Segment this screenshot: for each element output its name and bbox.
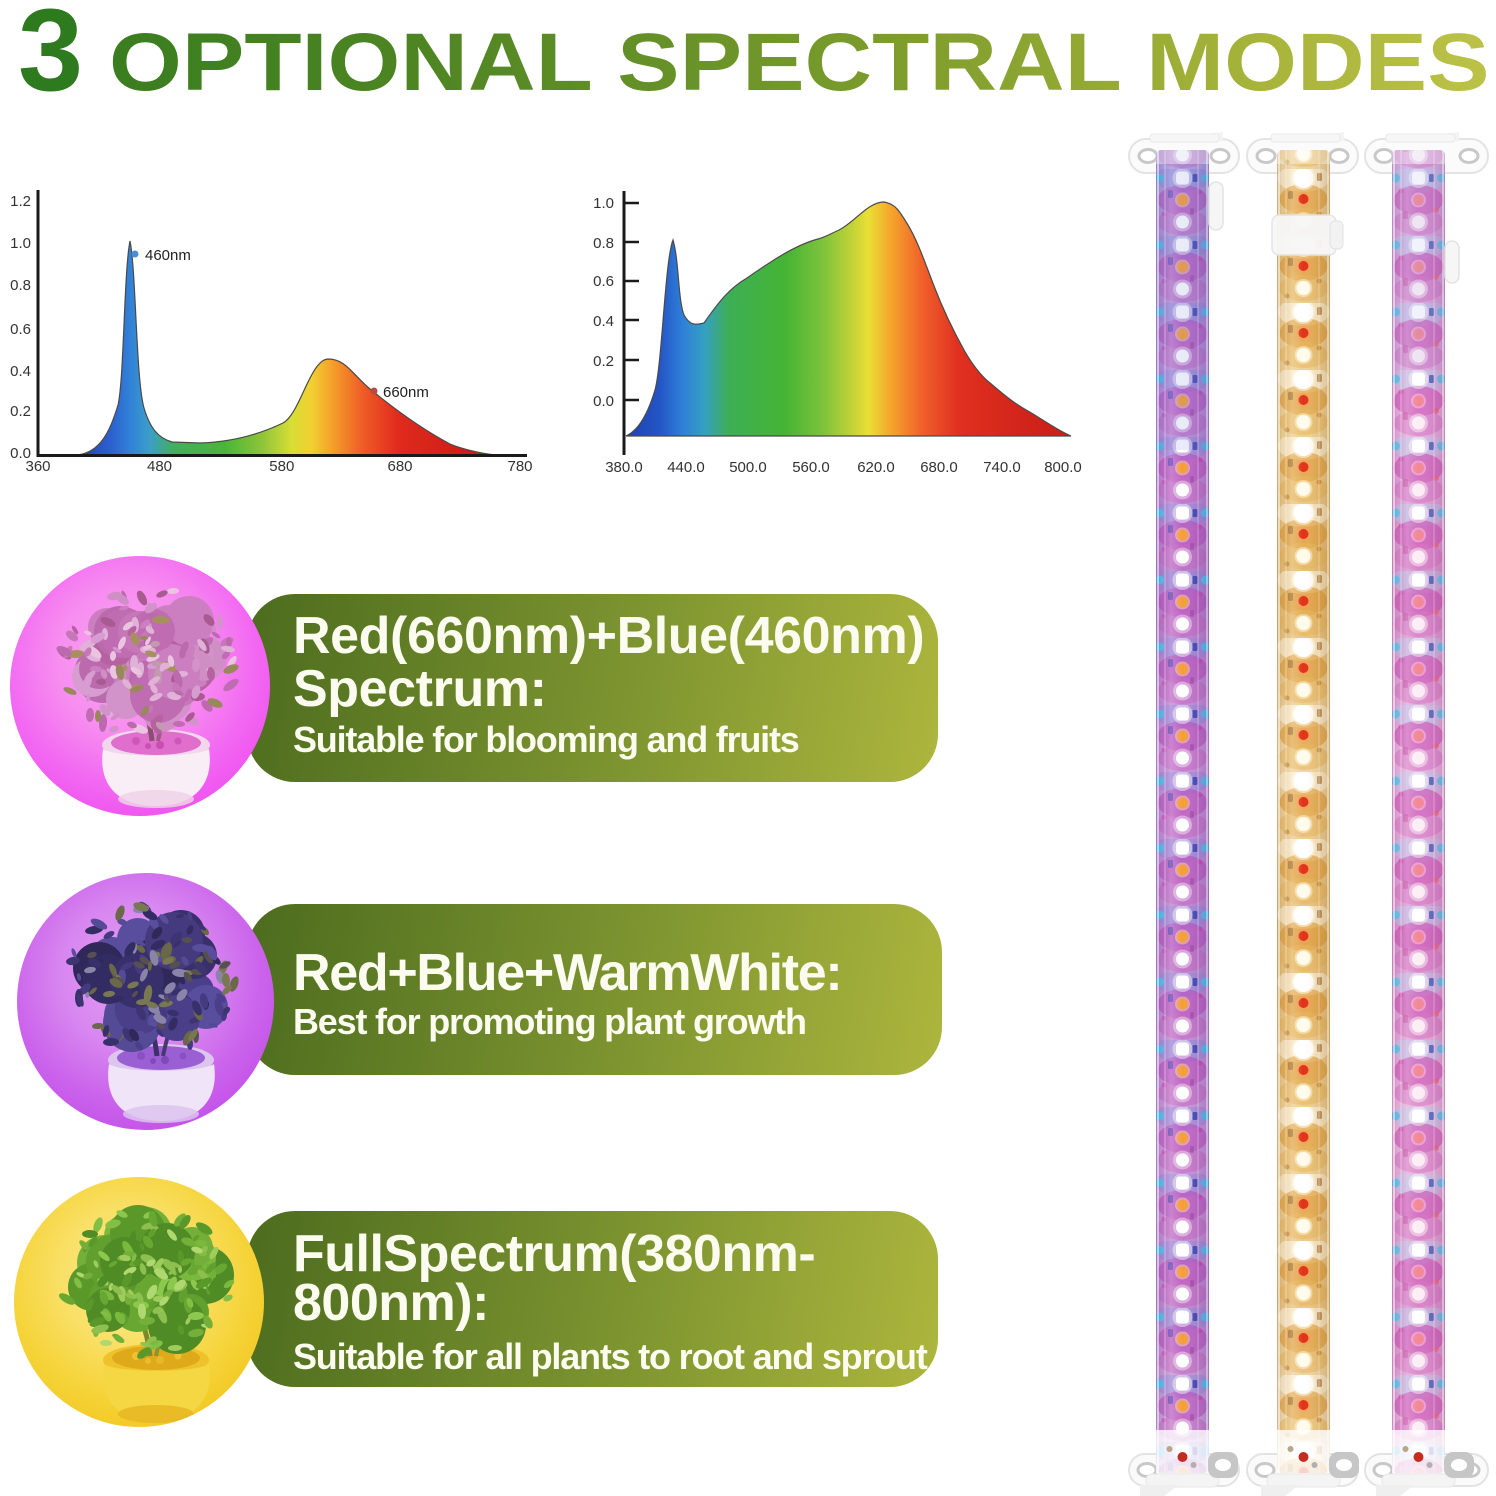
- svg-text:360: 360: [25, 458, 50, 475]
- svg-text:680: 680: [387, 458, 412, 475]
- svg-text:0.4: 0.4: [593, 313, 614, 330]
- svg-text:560.0: 560.0: [792, 459, 830, 476]
- svg-text:380.0: 380.0: [605, 459, 643, 476]
- svg-text:1.2: 1.2: [10, 193, 31, 210]
- svg-text:480: 480: [147, 458, 172, 475]
- svg-text:0.2: 0.2: [10, 403, 31, 420]
- svg-text:740.0: 740.0: [983, 459, 1021, 476]
- svg-text:0.6: 0.6: [10, 321, 31, 338]
- svg-text:1.0: 1.0: [10, 235, 31, 252]
- svg-text:0.8: 0.8: [10, 277, 31, 294]
- svg-text:0.0: 0.0: [10, 445, 31, 462]
- svg-text:0.0: 0.0: [593, 393, 614, 410]
- svg-text:0.4: 0.4: [10, 363, 31, 380]
- svg-text:0.6: 0.6: [593, 273, 614, 290]
- svg-text:580: 580: [269, 458, 294, 475]
- svg-text:0.2: 0.2: [593, 353, 614, 370]
- svg-text:620.0: 620.0: [857, 459, 895, 476]
- svg-text:1.0: 1.0: [593, 195, 614, 212]
- svg-text:680.0: 680.0: [920, 459, 958, 476]
- svg-text:780: 780: [507, 458, 532, 475]
- svg-text:500.0: 500.0: [729, 459, 767, 476]
- svg-text:460nm: 460nm: [145, 247, 191, 264]
- svg-text:660nm: 660nm: [383, 384, 429, 401]
- svg-text:800.0: 800.0: [1044, 459, 1082, 476]
- svg-text:0.8: 0.8: [593, 235, 614, 252]
- svg-text:440.0: 440.0: [667, 459, 705, 476]
